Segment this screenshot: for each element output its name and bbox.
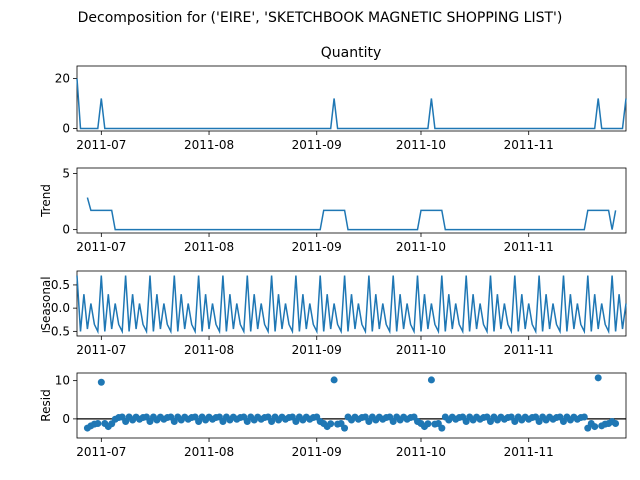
panel-1-xtick-label: 2011-09 [292,240,342,254]
panel-2-xtick-label: 2011-07 [76,343,126,357]
panel-3-xtick-label: 2011-10 [396,445,446,459]
resid-point [427,376,435,384]
panel-1-xtick-label: 2011-08 [184,240,234,254]
panel-0-xtick-label: 2011-10 [396,138,446,152]
panel-3-ylabel: Resid [39,389,53,421]
panel-2-xtick-label: 2011-11 [504,343,554,357]
panel-2-ylabel: Seasonal [39,276,53,330]
panel-0-xtick-label: 2011-11 [504,138,554,152]
panel-2-ytick-label: −0.5 [41,324,70,338]
panel-1-xtick-label: 2011-11 [504,240,554,254]
panel-1-series-line [86,197,617,231]
panel-3-frame [76,372,627,439]
resid-point [612,420,620,428]
resid-point [94,420,102,428]
panel-3-xtick-label: 2011-08 [184,445,234,459]
panel-1-frame [76,167,627,234]
panel-0-series-line [76,78,627,130]
panel-2-ytick-label: 0.5 [51,278,70,292]
panel-0-xtick-label: 2011-08 [184,138,234,152]
panel-0-ytick-label: 20 [55,72,70,86]
panel-2-ytick-label: 0.0 [51,301,70,315]
panel-3-xtick-label: 2011-09 [292,445,342,459]
panel-0-xtick-label: 2011-09 [292,138,342,152]
panel-3-xtick-label: 2011-11 [504,445,554,459]
resid-point [438,424,446,432]
panel-1-xtick-label: 2011-07 [76,240,126,254]
resid-point [594,374,602,382]
panel-0-ytick-label: 0 [62,122,70,136]
panel-1-ylabel: Trend [39,184,53,218]
panel-0-xtick-label: 2011-07 [76,138,126,152]
panel-2-xtick-label: 2011-09 [292,343,342,357]
figure-title: Decomposition for ('EIRE', 'SKETCHBOOK M… [78,10,563,26]
panel-1-ytick-label: 5 [62,167,70,181]
panel-2-xtick-label: 2011-10 [396,343,446,357]
resid-point [327,420,335,428]
quantity-panel-title: Quantity [321,45,382,61]
panel-1-xtick-label: 2011-10 [396,240,446,254]
resid-point [97,378,105,386]
resid-point [580,413,588,421]
panel-3-ytick-label: 10 [55,374,70,388]
panel-3-ytick-label: 0 [62,412,70,426]
panel-0-frame [76,65,627,132]
resid-point [330,376,338,384]
panel-1-ytick-label: 0 [62,223,70,237]
resid-point [591,423,599,431]
resid-point [424,420,432,428]
panel-2-xtick-label: 2011-08 [184,343,234,357]
panel-2-series-line [76,275,627,335]
panel-3-xtick-label: 2011-07 [76,445,126,459]
resid-point [341,424,349,432]
